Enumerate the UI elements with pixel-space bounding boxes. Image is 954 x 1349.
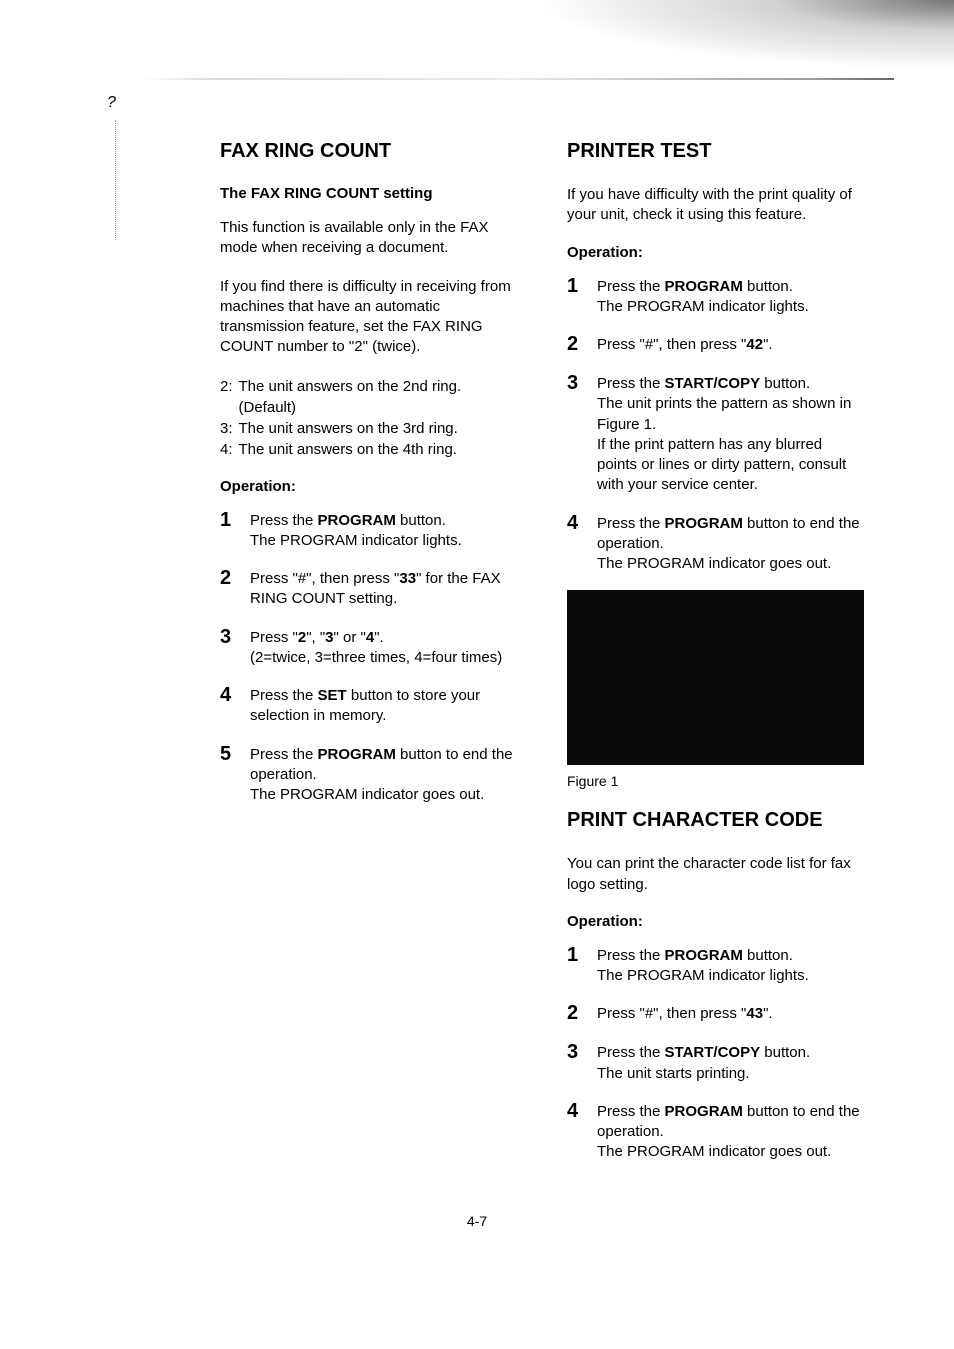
step-4: 4 Press the PROGRAM button to end the op…: [567, 512, 864, 575]
step-body: Press "#", then press "33" for the FAX R…: [250, 567, 517, 610]
step-num: 1: [567, 944, 581, 967]
figure-1-image: [567, 590, 864, 765]
step-num: 4: [567, 512, 581, 535]
scan-noise-line: [140, 78, 894, 80]
fax-ring-count-title: FAX RING COUNT: [220, 140, 517, 163]
fax-ring-steps: 1 Press the PROGRAM button.The PROGRAM i…: [220, 509, 517, 806]
step-2: 2 Press "#", then press "43".: [567, 1002, 864, 1025]
def-key: 3:: [220, 418, 233, 439]
margin-dots: [115, 120, 116, 240]
print-char-code-steps: 1 Press the PROGRAM button.The PROGRAM i…: [567, 944, 864, 1163]
right-column: PRINTER TEST If you have difficulty with…: [567, 140, 864, 1179]
fax-ring-count-subtitle: The FAX RING COUNT setting: [220, 185, 517, 202]
operation-label: Operation:: [567, 913, 864, 930]
ring-defs: 2: The unit answers on the 2nd ring. (De…: [220, 376, 517, 460]
printer-test-title: PRINTER TEST: [567, 140, 864, 163]
step-4: 4 Press the PROGRAM button to end the op…: [567, 1100, 864, 1163]
step-body: Press the PROGRAM button to end the oper…: [597, 1100, 864, 1163]
def-val: The unit answers on the 4th ring.: [239, 439, 457, 460]
margin-mark: ?: [107, 94, 116, 112]
step-num: 3: [220, 626, 234, 649]
step-body: Press the SET button to store your selec…: [250, 684, 517, 727]
def-key: 2:: [220, 376, 233, 418]
figure-1-caption: Figure 1: [567, 773, 864, 789]
step-num: 3: [567, 372, 581, 395]
step-5: 5 Press the PROGRAM button to end the op…: [220, 743, 517, 806]
page-content: FAX RING COUNT The FAX RING COUNT settin…: [0, 0, 954, 1239]
ring-def-3: 3: The unit answers on the 3rd ring.: [220, 418, 517, 439]
step-body: Press "#", then press "42".: [597, 333, 773, 355]
step-num: 1: [567, 275, 581, 298]
step-1: 1 Press the PROGRAM button.The PROGRAM i…: [567, 944, 864, 987]
step-body: Press the START/COPY button.The unit pri…: [597, 372, 864, 496]
step-2: 2 Press "#", then press "42".: [567, 333, 864, 356]
step-4: 4 Press the SET button to store your sel…: [220, 684, 517, 727]
scan-noise-top: [534, 0, 954, 70]
step-body: Press the START/COPY button.The unit sta…: [597, 1041, 810, 1084]
operation-label: Operation:: [220, 478, 517, 495]
def-val: The unit answers on the 2nd ring. (Defau…: [239, 376, 517, 418]
step-num: 2: [567, 333, 581, 356]
step-num: 4: [220, 684, 234, 707]
step-3: 3 Press the START/COPY button.The unit p…: [567, 372, 864, 496]
def-val: The unit answers on the 3rd ring.: [239, 418, 458, 439]
fax-ring-p1: This function is available only in the F…: [220, 218, 517, 259]
step-body: Press the PROGRAM button to end the oper…: [597, 512, 864, 575]
step-body: Press "#", then press "43".: [597, 1002, 773, 1024]
def-key: 4:: [220, 439, 233, 460]
step-num: 2: [220, 567, 234, 590]
step-body: Press the PROGRAM button.The PROGRAM ind…: [250, 509, 462, 552]
step-num: 3: [567, 1041, 581, 1064]
operation-label: Operation:: [567, 244, 864, 261]
step-body: Press the PROGRAM button.The PROGRAM ind…: [597, 275, 809, 318]
step-num: 5: [220, 743, 234, 766]
print-char-code-title: PRINT CHARACTER CODE: [567, 809, 864, 832]
step-body: Press the PROGRAM button.The PROGRAM ind…: [597, 944, 809, 987]
printer-test-steps: 1 Press the PROGRAM button.The PROGRAM i…: [567, 275, 864, 575]
left-column: FAX RING COUNT The FAX RING COUNT settin…: [220, 140, 517, 1179]
step-2: 2 Press "#", then press "33" for the FAX…: [220, 567, 517, 610]
step-num: 2: [567, 1002, 581, 1025]
print-char-code-p1: You can print the character code list fo…: [567, 854, 864, 895]
step-1: 1 Press the PROGRAM button.The PROGRAM i…: [567, 275, 864, 318]
step-1: 1 Press the PROGRAM button.The PROGRAM i…: [220, 509, 517, 552]
ring-def-2: 2: The unit answers on the 2nd ring. (De…: [220, 376, 517, 418]
step-num: 4: [567, 1100, 581, 1123]
page-number: 4-7: [467, 1213, 487, 1229]
printer-test-p1: If you have difficulty with the print qu…: [567, 185, 864, 226]
step-body: Press "2", "3" or "4".(2=twice, 3=three …: [250, 626, 502, 669]
fax-ring-p2: If you find there is difficulty in recei…: [220, 277, 517, 358]
step-3: 3 Press the START/COPY button.The unit s…: [567, 1041, 864, 1084]
step-num: 1: [220, 509, 234, 532]
step-body: Press the PROGRAM button to end the oper…: [250, 743, 517, 806]
step-3: 3 Press "2", "3" or "4".(2=twice, 3=thre…: [220, 626, 517, 669]
ring-def-4: 4: The unit answers on the 4th ring.: [220, 439, 517, 460]
